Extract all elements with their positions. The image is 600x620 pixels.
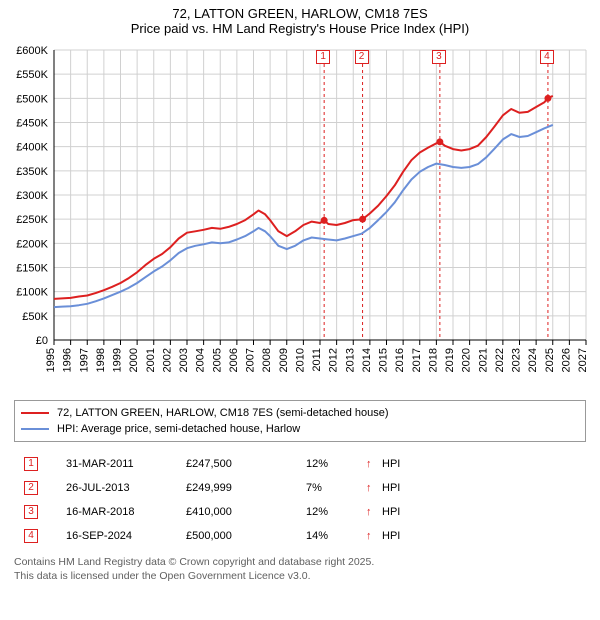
- up-arrow-icon: ↑: [366, 530, 382, 542]
- chart-title-block: 72, LATTON GREEN, HARLOW, CM18 7ES Price…: [0, 0, 600, 38]
- svg-text:2000: 2000: [128, 348, 140, 372]
- svg-text:2008: 2008: [261, 348, 273, 372]
- svg-text:2013: 2013: [344, 348, 356, 372]
- legend: 72, LATTON GREEN, HARLOW, CM18 7ES (semi…: [14, 400, 586, 442]
- up-arrow-icon: ↑: [366, 482, 382, 494]
- event-price: £249,999: [186, 482, 306, 494]
- event-price: £410,000: [186, 506, 306, 518]
- svg-text:2011: 2011: [311, 348, 323, 372]
- svg-text:2009: 2009: [278, 348, 290, 372]
- svg-text:2021: 2021: [477, 348, 489, 372]
- table-row: 4 16-SEP-2024 £500,000 14% ↑ HPI: [14, 524, 586, 548]
- svg-text:£600K: £600K: [16, 45, 48, 57]
- event-pct: 12%: [306, 458, 366, 470]
- title-address: 72, LATTON GREEN, HARLOW, CM18 7ES: [8, 6, 592, 21]
- event-date: 16-SEP-2024: [66, 530, 186, 542]
- legend-label: 72, LATTON GREEN, HARLOW, CM18 7ES (semi…: [57, 407, 389, 419]
- svg-text:2015: 2015: [378, 348, 390, 372]
- event-marker-icon: 3: [24, 505, 38, 519]
- legend-label: HPI: Average price, semi-detached house,…: [57, 423, 300, 435]
- svg-text:2019: 2019: [444, 348, 456, 372]
- up-arrow-icon: ↑: [366, 458, 382, 470]
- svg-text:1995: 1995: [45, 348, 57, 372]
- svg-text:2020: 2020: [461, 348, 473, 372]
- svg-text:2002: 2002: [161, 348, 173, 372]
- svg-text:2014: 2014: [361, 348, 373, 372]
- svg-text:£100K: £100K: [16, 287, 48, 299]
- chart-annotation-marker: 2: [355, 50, 369, 64]
- svg-text:2023: 2023: [511, 348, 523, 372]
- svg-text:£50K: £50K: [22, 311, 48, 323]
- event-pct: 14%: [306, 530, 366, 542]
- svg-text:2027: 2027: [577, 348, 589, 372]
- svg-text:1999: 1999: [112, 348, 124, 372]
- event-pct: 12%: [306, 506, 366, 518]
- svg-text:£450K: £450K: [16, 118, 48, 130]
- svg-text:£200K: £200K: [16, 238, 48, 250]
- svg-text:2025: 2025: [544, 348, 556, 372]
- svg-text:£350K: £350K: [16, 166, 48, 178]
- event-marker-icon: 1: [24, 457, 38, 471]
- svg-text:£250K: £250K: [16, 214, 48, 226]
- sale-events-table: 1 31-MAR-2011 £247,500 12% ↑ HPI 2 26-JU…: [14, 452, 586, 548]
- svg-text:£150K: £150K: [16, 263, 48, 275]
- svg-text:2018: 2018: [427, 348, 439, 372]
- chart-annotation-marker: 1: [316, 50, 330, 64]
- svg-text:2001: 2001: [145, 348, 157, 372]
- svg-text:£400K: £400K: [16, 142, 48, 154]
- svg-text:1996: 1996: [62, 348, 74, 372]
- event-pct: 7%: [306, 482, 366, 494]
- svg-text:2005: 2005: [211, 348, 223, 372]
- svg-text:2010: 2010: [294, 348, 306, 372]
- license-footer: Contains HM Land Registry data © Crown c…: [14, 556, 586, 583]
- legend-item: 72, LATTON GREEN, HARLOW, CM18 7ES (semi…: [21, 405, 579, 421]
- event-hpi-label: HPI: [382, 530, 412, 542]
- price-chart: £0 £50K £100K £150K £200K £250K £300K £350K £400…: [6, 40, 594, 396]
- table-row: 3 16-MAR-2018 £410,000 12% ↑ HPI: [14, 500, 586, 524]
- chart-container: £0 £50K £100K £150K £200K £250K £300K £350K £400…: [6, 40, 594, 396]
- svg-text:2024: 2024: [527, 348, 539, 372]
- event-marker-icon: 4: [24, 529, 38, 543]
- svg-text:2003: 2003: [178, 348, 190, 372]
- chart-annotation-marker: 4: [540, 50, 554, 64]
- svg-text:2022: 2022: [494, 348, 506, 372]
- up-arrow-icon: ↑: [366, 506, 382, 518]
- svg-text:2026: 2026: [560, 348, 572, 372]
- legend-swatch-hpi: [21, 428, 49, 430]
- svg-text:2012: 2012: [328, 348, 340, 372]
- event-hpi-label: HPI: [382, 482, 412, 494]
- table-row: 2 26-JUL-2013 £249,999 7% ↑ HPI: [14, 476, 586, 500]
- svg-text:1997: 1997: [78, 348, 90, 372]
- svg-text:£550K: £550K: [16, 69, 48, 81]
- event-price: £500,000: [186, 530, 306, 542]
- table-row: 1 31-MAR-2011 £247,500 12% ↑ HPI: [14, 452, 586, 476]
- svg-text:£0: £0: [36, 335, 48, 347]
- event-price: £247,500: [186, 458, 306, 470]
- svg-text:2007: 2007: [245, 348, 257, 372]
- svg-text:1998: 1998: [95, 348, 107, 372]
- title-subtitle: Price paid vs. HM Land Registry's House …: [8, 21, 592, 36]
- svg-text:2016: 2016: [394, 348, 406, 372]
- svg-text:£500K: £500K: [16, 93, 48, 105]
- svg-text:2006: 2006: [228, 348, 240, 372]
- event-date: 26-JUL-2013: [66, 482, 186, 494]
- event-date: 31-MAR-2011: [66, 458, 186, 470]
- footer-line: This data is licensed under the Open Gov…: [14, 570, 586, 584]
- chart-annotation-marker: 3: [432, 50, 446, 64]
- svg-text:2004: 2004: [195, 348, 207, 372]
- svg-text:2017: 2017: [411, 348, 423, 372]
- event-date: 16-MAR-2018: [66, 506, 186, 518]
- event-hpi-label: HPI: [382, 458, 412, 470]
- legend-swatch-price: [21, 412, 49, 414]
- legend-item: HPI: Average price, semi-detached house,…: [21, 421, 579, 437]
- event-hpi-label: HPI: [382, 506, 412, 518]
- svg-text:£300K: £300K: [16, 190, 48, 202]
- footer-line: Contains HM Land Registry data © Crown c…: [14, 556, 586, 570]
- event-marker-icon: 2: [24, 481, 38, 495]
